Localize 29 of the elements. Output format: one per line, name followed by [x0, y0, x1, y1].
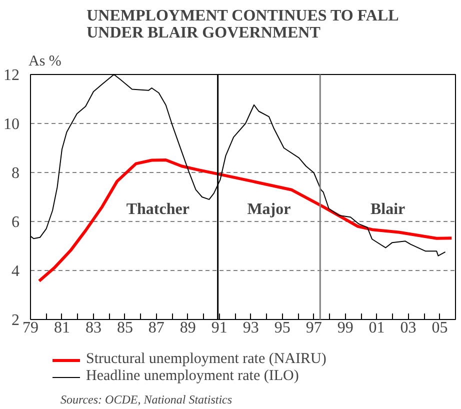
x-tick-label: 91 [211, 320, 228, 336]
y-tick-label: 4 [12, 263, 20, 280]
x-tick-label: 79 [22, 320, 38, 336]
x-tick-label: 87 [148, 320, 164, 336]
line-series [38, 158, 454, 283]
y-tick-label: 6 [12, 214, 20, 231]
legend-label: Headline unemployment rate (ILO) [86, 368, 299, 385]
x-tick-label: 89 [180, 320, 196, 336]
y-axis-title: As % [28, 54, 62, 70]
x-tick-label: 95 [274, 320, 290, 336]
annotation: Blair [370, 201, 406, 218]
x-tick-label: 03 [400, 320, 416, 336]
annotation: Major [247, 201, 291, 218]
x-tick-label: 99 [337, 320, 354, 336]
source-note: Sources: OCDE, National Statistics [60, 392, 232, 406]
x-tick-label: 97 [306, 320, 322, 336]
x-tick-label: 01 [368, 320, 385, 336]
x-tick-label: 05 [432, 320, 448, 336]
chart-title: UNEMPLOYMENT CONTINUES TO FALL UNDER BLAIR GOVERNMENT [86, 8, 399, 42]
x-tick-label: 93 [242, 320, 259, 336]
y-tick-label: 12 [4, 67, 20, 84]
y-tick-label: 8 [12, 165, 20, 182]
y-tick-label: 10 [4, 116, 20, 133]
x-tick-label: 83 [85, 320, 102, 336]
x-tick-label: 81 [54, 320, 70, 336]
legend-label: Structural unemployment rate (NAIRU) [86, 351, 326, 368]
y-tick-label: 2 [12, 312, 20, 329]
x-tick-label: 85 [116, 320, 133, 336]
annotation: Thatcher [126, 201, 190, 218]
